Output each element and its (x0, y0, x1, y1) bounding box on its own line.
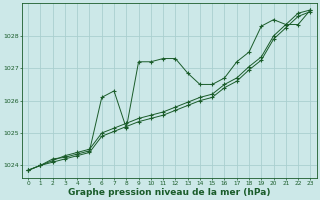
X-axis label: Graphe pression niveau de la mer (hPa): Graphe pression niveau de la mer (hPa) (68, 188, 270, 197)
